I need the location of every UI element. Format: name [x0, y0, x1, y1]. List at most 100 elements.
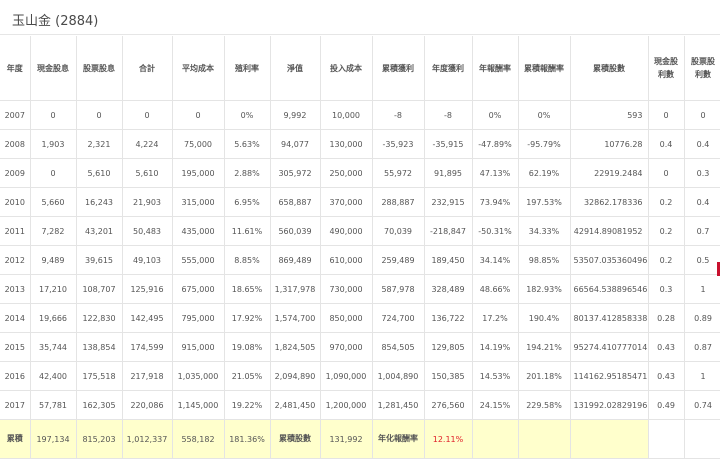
table-cell: 560,039 — [270, 216, 321, 246]
total-avg-cost: 558,182 — [172, 419, 225, 459]
table-cell: 142,495 — [122, 303, 173, 333]
table-cell: 2,481,450 — [270, 390, 321, 420]
table-cell: -35,915 — [424, 129, 473, 159]
table-cell: 22919.2484 — [570, 158, 649, 188]
table-cell: 18.65% — [224, 274, 271, 304]
table-cell: 34.33% — [518, 216, 571, 246]
table-cell: 95274.410777014 — [570, 332, 649, 362]
total-cash: 197,134 — [30, 419, 77, 459]
total-empty-cell — [684, 419, 720, 459]
table-cell: 195,000 — [172, 158, 225, 188]
table-cell: 174,599 — [122, 332, 173, 362]
total-annual-label: 年化報酬率 — [372, 419, 425, 459]
table-cell: 0.2 — [648, 187, 685, 217]
edge-marker — [717, 262, 720, 276]
table-row: 2015 35,744 138,854 174,599 915,000 19.08% 1,8… — [0, 332, 720, 362]
table-cell: 229.58% — [518, 390, 571, 420]
table-cell: 2016 — [0, 361, 31, 391]
table-cell: 0 — [648, 100, 685, 130]
table-cell: 190.4% — [518, 303, 571, 333]
table-cell: 315,000 — [172, 187, 225, 217]
table-cell: 675,000 — [172, 274, 225, 304]
table-cell: 555,000 — [172, 245, 225, 275]
table-cell: 2011 — [0, 216, 31, 246]
column-header: 年度 — [0, 36, 31, 101]
table-cell: 47.13% — [472, 158, 519, 188]
table-cell: 7,282 — [30, 216, 77, 246]
table-cell: 0 — [122, 100, 173, 130]
table-cell: 0.5 — [684, 245, 720, 275]
table-row: 2008 1,903 2,321 4,224 75,000 5.63% 94,077 130,… — [0, 129, 720, 159]
table-cell: 108,707 — [76, 274, 123, 304]
table-cell: 0 — [648, 158, 685, 188]
table-cell: 2009 — [0, 158, 31, 188]
table-cell: 49,103 — [122, 245, 173, 275]
table-cell: 80137.412858338 — [570, 303, 649, 333]
table-cell: 57,781 — [30, 390, 77, 420]
table-cell: 0.3 — [648, 274, 685, 304]
total-empty-cell — [472, 419, 519, 459]
table-cell: 1,035,000 — [172, 361, 225, 391]
dividend-table: 年度 現金股息 股票股息 合計 平均成本 殖利率 淨值 投入成本 累積獲利 年度獲利 年報酬率 累積報… — [0, 36, 720, 459]
total-row: 累積 197,134 815,203 1,012,337 558,182 181… — [0, 419, 720, 459]
table-cell: 0.43 — [648, 332, 685, 362]
table-cell: 39,615 — [76, 245, 123, 275]
table-cell: 19,666 — [30, 303, 77, 333]
table-cell: 138,854 — [76, 332, 123, 362]
column-header: 平均成本 — [172, 36, 225, 101]
table-cell: 0.3 — [684, 158, 720, 188]
table-cell: 73.94% — [472, 187, 519, 217]
table-cell: 189,450 — [424, 245, 473, 275]
table-cell: 0 — [172, 100, 225, 130]
table-cell: 21,903 — [122, 187, 173, 217]
table-cell: 125,916 — [122, 274, 173, 304]
table-cell: 490,000 — [320, 216, 373, 246]
table-cell: 98.85% — [518, 245, 571, 275]
table-cell: 42,400 — [30, 361, 77, 391]
table-cell: 1,145,000 — [172, 390, 225, 420]
table-cell: 869,489 — [270, 245, 321, 275]
table-cell: 0% — [224, 100, 271, 130]
table-cell: 9,489 — [30, 245, 77, 275]
table-cell: 130,000 — [320, 129, 373, 159]
table-cell: -8 — [372, 100, 425, 130]
total-shares-label: 累積股數 — [270, 419, 321, 459]
table-cell: -95.79% — [518, 129, 571, 159]
total-empty-cell — [518, 419, 571, 459]
table-cell: 16,243 — [76, 187, 123, 217]
table-cell: 1 — [684, 274, 720, 304]
table-cell: 32862.178336 — [570, 187, 649, 217]
column-header: 累積獲利 — [372, 36, 425, 101]
table-cell: 5,610 — [122, 158, 173, 188]
table-cell: 1,317,978 — [270, 274, 321, 304]
table-row: 2011 7,282 43,201 50,483 435,000 11.61% 560,03… — [0, 216, 720, 246]
table-row: 2017 57,781 162,305 220,086 1,145,000 19.22% 2… — [0, 390, 720, 420]
table-cell: -47.89% — [472, 129, 519, 159]
table-cell: 19.08% — [224, 332, 271, 362]
table-cell: 0.2 — [648, 216, 685, 246]
column-header: 現金股利數 — [648, 36, 685, 101]
table-cell: -35,923 — [372, 129, 425, 159]
table-cell: 1,824,505 — [270, 332, 321, 362]
column-header: 現金股息 — [30, 36, 77, 101]
table-cell: 24.15% — [472, 390, 519, 420]
table-cell: 129,805 — [424, 332, 473, 362]
table-cell: 0.43 — [648, 361, 685, 391]
table-cell: 276,560 — [424, 390, 473, 420]
column-header: 年報酬率 — [472, 36, 519, 101]
table-cell: 150,385 — [424, 361, 473, 391]
table-cell: 250,000 — [320, 158, 373, 188]
total-shares: 131,992 — [320, 419, 373, 459]
column-header: 累積股數 — [570, 36, 649, 101]
column-header: 股票股息 — [76, 36, 123, 101]
table-row: 2013 17,210 108,707 125,916 675,000 18.65% 1,3… — [0, 274, 720, 304]
table-cell: 305,972 — [270, 158, 321, 188]
table-cell: 8.85% — [224, 245, 271, 275]
page-title: 玉山金 (2884) — [12, 14, 99, 29]
table-cell: 232,915 — [424, 187, 473, 217]
table-cell: 162,305 — [76, 390, 123, 420]
table-cell: 6.95% — [224, 187, 271, 217]
table-cell: 2,321 — [76, 129, 123, 159]
table-cell: 2010 — [0, 187, 31, 217]
table-cell: 2014 — [0, 303, 31, 333]
